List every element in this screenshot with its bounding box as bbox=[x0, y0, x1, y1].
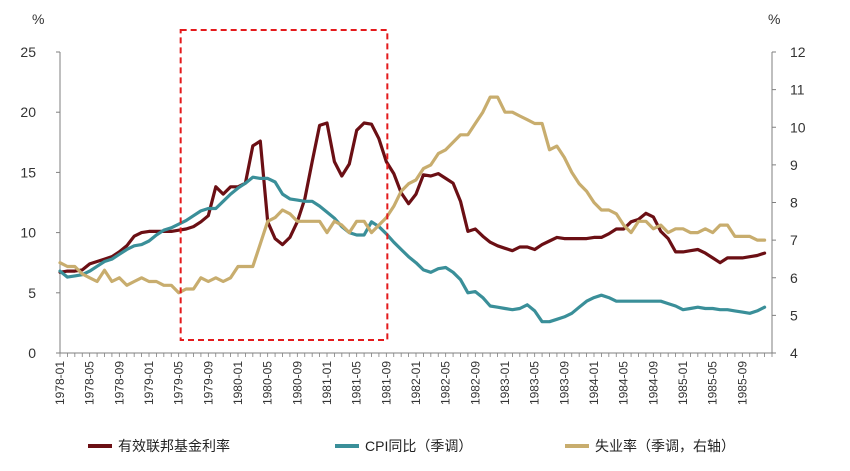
right-tick-label: 10 bbox=[790, 119, 806, 135]
right-tick-label: 5 bbox=[790, 307, 798, 323]
x-tick-label: 1980-09 bbox=[290, 361, 304, 405]
series-layer bbox=[58, 95, 767, 324]
x-tick-label: 1980-05 bbox=[261, 361, 275, 405]
x-tick-label: 1978-09 bbox=[112, 361, 126, 405]
legend: 有效联邦基金利率 CPI同比（季调） 失业率（季调，右轴） bbox=[88, 438, 735, 454]
axes-layer: 0 5 10 15 20 25 4 5 6 7 8 9 10 11 12 1978-01 1978-05 1978… bbox=[20, 44, 805, 405]
left-tick-label: 5 bbox=[28, 285, 36, 301]
series-line-1 bbox=[58, 121, 767, 274]
x-tick-label: 1982-05 bbox=[439, 361, 453, 405]
right-tick-label: 9 bbox=[790, 157, 798, 173]
left-tick-label: 10 bbox=[20, 225, 36, 241]
right-tick-label: 12 bbox=[790, 44, 806, 60]
x-tick-label: 1979-01 bbox=[142, 361, 156, 405]
x-tick-label: 1983-05 bbox=[528, 361, 542, 405]
right-tick-label: 11 bbox=[790, 82, 805, 98]
x-tick-label: 1981-09 bbox=[379, 361, 393, 405]
x-tick-label: 1979-05 bbox=[172, 361, 186, 405]
x-tick-label: 1983-01 bbox=[498, 361, 512, 405]
x-tick-label: 1982-01 bbox=[409, 361, 423, 405]
x-tick-label: 1982-09 bbox=[468, 361, 482, 405]
x-tick-label: 1979-09 bbox=[201, 361, 215, 405]
right-tick-label: 6 bbox=[790, 270, 798, 286]
left-tick-label: 25 bbox=[20, 44, 36, 60]
x-tick-label: 1984-09 bbox=[646, 361, 660, 405]
left-axis-unit: % bbox=[32, 11, 44, 27]
right-tick-label: 8 bbox=[790, 195, 798, 211]
x-tick-label: 1983-09 bbox=[557, 361, 571, 405]
x-tick-label: 1984-01 bbox=[587, 361, 601, 405]
x-tick-label: 1978-05 bbox=[83, 361, 97, 405]
x-tick-label: 1985-01 bbox=[676, 361, 690, 405]
right-tick-label: 4 bbox=[790, 345, 798, 361]
x-tick-label: 1978-01 bbox=[53, 361, 67, 405]
legend-label-1: 有效联邦基金利率 bbox=[118, 438, 230, 454]
x-tick-label: 1981-01 bbox=[320, 361, 334, 405]
x-tick-label: 1981-05 bbox=[350, 361, 364, 405]
highlight-box bbox=[179, 29, 389, 341]
x-tick-label: 1985-09 bbox=[735, 361, 749, 405]
series-line-3 bbox=[58, 95, 767, 295]
right-tick-label: 7 bbox=[790, 232, 798, 248]
right-axis-unit: % bbox=[768, 11, 780, 27]
x-tick-label: 1984-05 bbox=[617, 361, 631, 405]
x-tick-label: 1980-01 bbox=[231, 361, 245, 405]
legend-label-2: CPI同比（季调） bbox=[365, 438, 472, 454]
highlight-layer bbox=[179, 29, 389, 341]
left-tick-label: 0 bbox=[28, 345, 36, 361]
series-line-2 bbox=[58, 175, 767, 324]
left-tick-label: 15 bbox=[20, 164, 36, 180]
left-tick-label: 20 bbox=[20, 104, 36, 120]
x-tick-label: 1985-05 bbox=[706, 361, 720, 405]
legend-label-3: 失业率（季调，右轴） bbox=[595, 438, 735, 454]
